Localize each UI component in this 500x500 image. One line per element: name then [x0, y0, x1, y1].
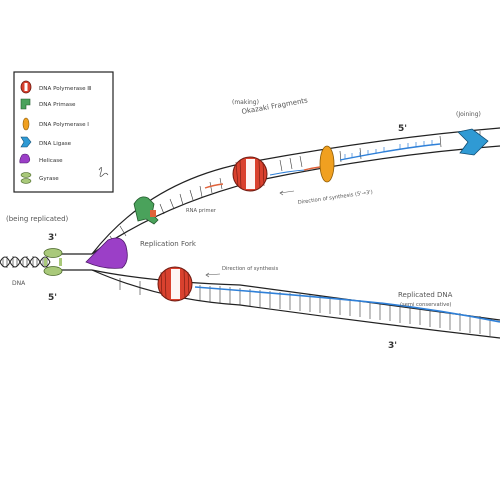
- label-being-replicated: (being replicated): [6, 215, 69, 223]
- dna-polymerase-i-icon: [22, 117, 30, 131]
- label-direction-bottom: Direction of synthesis: [222, 266, 278, 272]
- label-5-prime-top: 5': [398, 124, 407, 134]
- legend-label-primase: DNA Primase: [39, 102, 76, 108]
- helicase-icon: [19, 153, 31, 164]
- label-rna-primer: RNA primer: [186, 208, 217, 214]
- gyrase-icon: [20, 172, 32, 184]
- direction-arrows: [205, 190, 295, 278]
- label-replication-fork: Replication Fork: [140, 240, 197, 248]
- label-direction-top: Direction of synthesis (5'→3'): [297, 190, 373, 206]
- label-semi-conservative: (semi conservative): [400, 302, 451, 308]
- dna-ligase-icon: [20, 136, 32, 148]
- helicase-enzyme: [85, 237, 128, 269]
- label-3-prime-bottom: 3': [388, 341, 397, 351]
- label-replicated-dna: Replicated DNA: [398, 291, 453, 299]
- dna-polymerase-iii-icon: [20, 80, 32, 94]
- dna-ligase-enzyme: [457, 128, 489, 156]
- dna-primase-icon: [20, 98, 31, 110]
- legend-label-pol3: DNA Polymerase Ⅲ: [39, 86, 91, 92]
- gyrase-enzyme: [43, 248, 63, 276]
- signature-mark: [98, 167, 109, 177]
- label-joining: (Joining): [456, 111, 481, 118]
- label-3-prime-left: 3': [48, 233, 57, 243]
- rna-primers: [204, 166, 321, 189]
- dna-polymerase-iii-lower: [157, 266, 193, 302]
- legend-label-pol1: DNA Polymerase Ⅰ: [39, 122, 89, 128]
- dna-polymerase-iii-upper: [232, 156, 268, 192]
- legend-label-helicase: Helicase: [39, 158, 63, 164]
- leading-strand-new: [194, 286, 500, 323]
- legend-label-gyrase: Gyrase: [39, 176, 59, 182]
- parent-dna-helix: [0, 256, 51, 268]
- label-dna: DNA: [12, 280, 26, 287]
- legend-box: DNA Polymerase Ⅲ DNA Primase DNA Polymer…: [13, 71, 114, 193]
- label-making: (making): [232, 99, 259, 106]
- lower-base-pairs: [119, 278, 491, 336]
- legend-label-ligase: DNA Ligase: [39, 141, 72, 147]
- primase-enzyme: [133, 196, 159, 225]
- label-5-prime-left: 5': [48, 293, 57, 303]
- okazaki-fragments: [269, 140, 441, 176]
- dna-polymerase-i-enzyme: [319, 145, 335, 183]
- upper-base-pairs: [109, 131, 481, 245]
